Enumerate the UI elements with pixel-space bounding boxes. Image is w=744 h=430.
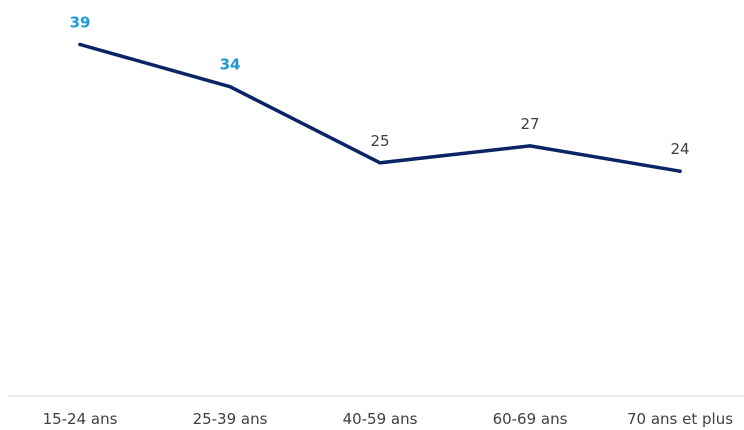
x-axis-tick-labels: 15-24 ans 25-39 ans 40-59 ans 60-69 ans 70 a… <box>43 410 734 428</box>
x-tick-label-70-ans-et-plus: 70 ans et plus <box>627 410 733 428</box>
x-tick-label-25-39-ans: 25-39 ans <box>193 410 268 428</box>
x-tick-label-40-59-ans: 40-59 ans <box>343 410 418 428</box>
series-line-0 <box>78 42 682 173</box>
data-label-70-ans-et-plus: 24 <box>670 140 689 158</box>
data-labels: 39 34 25 27 24 <box>70 13 690 158</box>
data-label-25-39-ans: 34 <box>220 56 241 74</box>
series-group <box>78 42 682 173</box>
data-label-60-69-ans: 27 <box>520 115 539 133</box>
data-point-70-ans-et-plus <box>678 169 682 173</box>
data-point-40-59-ans <box>378 161 382 165</box>
data-label-15-24-ans: 39 <box>70 13 91 31</box>
data-point-15-24-ans <box>78 42 82 47</box>
x-tick-label-60-69-ans: 60-69 ans <box>493 410 568 428</box>
data-point-60-69-ans <box>528 144 532 148</box>
data-point-25-39-ans <box>228 84 232 89</box>
x-tick-label-15-24-ans: 15-24 ans <box>43 410 118 428</box>
data-label-40-59-ans: 25 <box>370 132 389 150</box>
